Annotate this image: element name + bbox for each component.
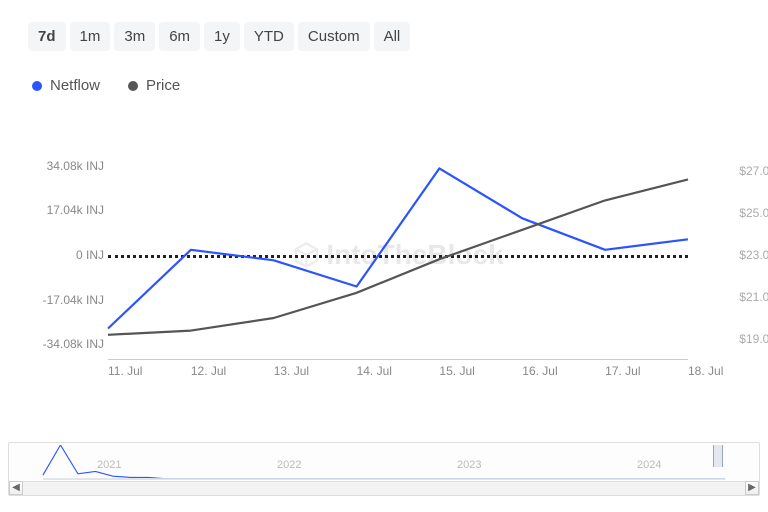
- series-netflow: [108, 168, 688, 328]
- range-3m[interactable]: 3m: [114, 22, 155, 51]
- series-price: [108, 179, 688, 334]
- navigator: 2021 2022 2023 2024 ◀ ▶: [8, 442, 760, 496]
- x-tick: 17. Jul: [605, 364, 640, 378]
- legend: Netflow Price: [0, 51, 768, 94]
- x-tick: 15. Jul: [439, 364, 474, 378]
- y-left-tick: -34.08k INJ: [32, 337, 104, 351]
- y-right-tick: $21.00: [732, 290, 768, 304]
- x-tick: 16. Jul: [522, 364, 557, 378]
- legend-item-netflow[interactable]: Netflow: [32, 77, 100, 94]
- x-tick: 13. Jul: [274, 364, 309, 378]
- x-tick: 12. Jul: [191, 364, 226, 378]
- range-7d[interactable]: 7d: [28, 22, 66, 51]
- y-left-tick: 34.08k INJ: [32, 159, 104, 173]
- y-left-tick: 17.04k INJ: [32, 203, 104, 217]
- navigator-sparkline: [25, 445, 743, 481]
- y-right-tick: $19.00: [732, 332, 768, 346]
- navigator-handle[interactable]: [713, 445, 723, 467]
- legend-label: Price: [146, 77, 180, 94]
- x-tick: 14. Jul: [357, 364, 392, 378]
- legend-item-price[interactable]: Price: [128, 77, 180, 94]
- navigator-year-label: 2023: [457, 459, 481, 471]
- range-1y[interactable]: 1y: [204, 22, 240, 51]
- navigator-plot[interactable]: 2021 2022 2023 2024: [25, 445, 743, 481]
- range-ytd[interactable]: YTD: [244, 22, 294, 51]
- legend-dot-icon: [32, 81, 42, 91]
- x-tick: 11. Jul: [108, 364, 142, 378]
- navigator-right-arrow[interactable]: ▶: [745, 481, 759, 495]
- range-custom[interactable]: Custom: [298, 22, 370, 51]
- plot-area: IntoTheBlock: [108, 150, 688, 360]
- time-range-selector: 7d1m3m6m1yYTDCustomAll: [0, 0, 768, 51]
- series-lines: [108, 150, 688, 360]
- navigator-year-label: 2021: [97, 459, 121, 471]
- navigator-year-label: 2022: [277, 459, 301, 471]
- y-left-tick: -17.04k INJ: [32, 293, 104, 307]
- legend-label: Netflow: [50, 77, 100, 94]
- navigator-year-label: 2024: [637, 459, 661, 471]
- navigator-scrollbar[interactable]: [23, 481, 745, 495]
- y-right-tick: $27.00: [732, 164, 768, 178]
- legend-dot-icon: [128, 81, 138, 91]
- y-right-tick: $23.00: [732, 248, 768, 262]
- chart: 34.08k INJ 17.04k INJ 0 INJ -17.04k INJ -34.…: [32, 150, 732, 400]
- y-right-tick: $25.00: [732, 206, 768, 220]
- range-1m[interactable]: 1m: [70, 22, 111, 51]
- x-tick: 18. Jul: [688, 364, 723, 378]
- range-6m[interactable]: 6m: [159, 22, 200, 51]
- navigator-left-arrow[interactable]: ◀: [9, 481, 23, 495]
- range-all[interactable]: All: [374, 22, 411, 51]
- y-left-tick: 0 INJ: [32, 248, 104, 262]
